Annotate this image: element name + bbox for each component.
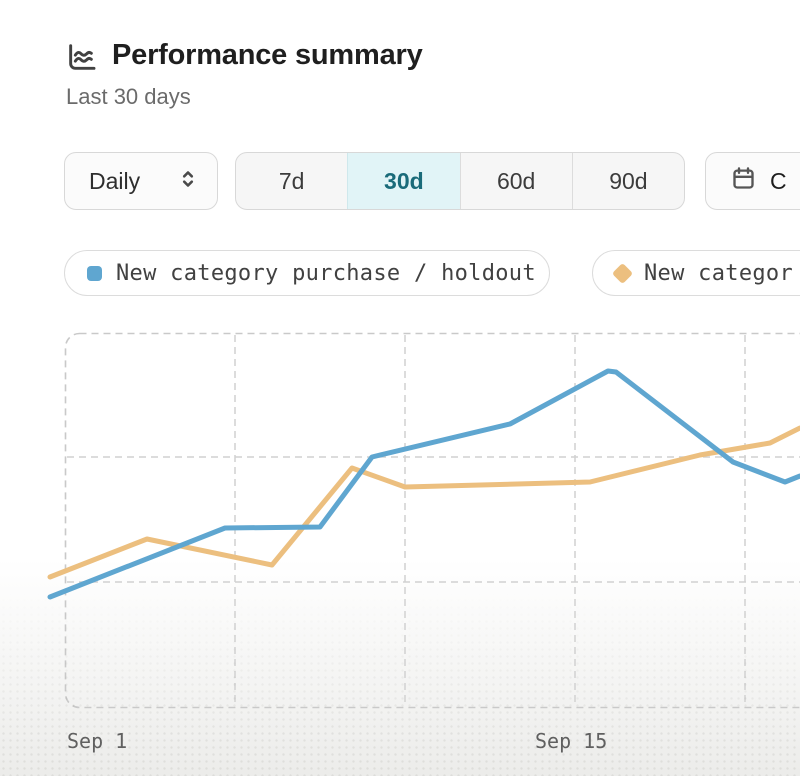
range-tab-90d[interactable]: 90d xyxy=(571,153,684,209)
performance-line-chart xyxy=(47,332,800,709)
chart-card-border xyxy=(64,332,800,709)
range-tab-30d[interactable]: 30d xyxy=(347,153,460,209)
x-axis-label-sep1: Sep 1 xyxy=(67,729,128,753)
legend-label: New categor xyxy=(644,260,793,286)
x-axis-label-sep15: Sep 15 xyxy=(535,729,608,753)
legend-item-new-category[interactable]: New categor xyxy=(592,250,800,296)
custom-range-button[interactable]: C xyxy=(705,152,800,210)
interval-select[interactable]: Daily xyxy=(64,152,218,210)
page-title: Performance summary xyxy=(112,39,423,71)
calendar-icon xyxy=(730,165,757,197)
chevron-up-down-icon xyxy=(175,166,201,197)
date-range-segmented-control: 7d 30d 60d 90d xyxy=(235,152,685,210)
range-tab-60d[interactable]: 60d xyxy=(459,153,572,209)
trend-chart-icon xyxy=(66,41,98,73)
legend-swatch-square xyxy=(87,265,102,281)
interval-select-value: Daily xyxy=(89,167,141,194)
legend-item-holdout[interactable]: New category purchase / holdout xyxy=(64,250,550,296)
legend-swatch-diamond xyxy=(611,262,634,284)
series-line xyxy=(47,425,800,580)
custom-range-label: C xyxy=(770,167,787,194)
page-subtitle: Last 30 days xyxy=(66,84,191,109)
range-tab-7d[interactable]: 7d xyxy=(236,153,347,209)
legend-label: New category purchase / holdout xyxy=(116,260,536,286)
series-line xyxy=(47,368,800,600)
